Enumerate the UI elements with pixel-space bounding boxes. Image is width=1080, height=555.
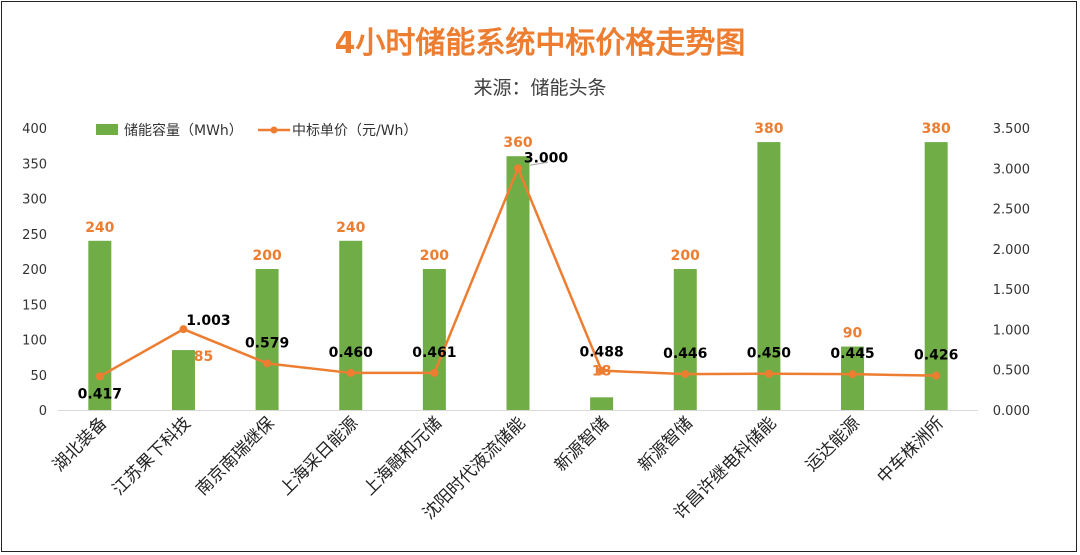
- y-right-tick-label: 1.000: [993, 323, 1030, 338]
- price-point: [346, 368, 355, 377]
- y-left-tick-label: 350: [22, 157, 47, 172]
- price-point: [848, 370, 857, 379]
- legend-line-label: 中标单价（元/Wh）: [292, 123, 417, 139]
- price-point: [263, 359, 272, 368]
- x-category-label: 南京南瑞继保: [192, 413, 278, 499]
- bar: [339, 240, 363, 410]
- price-point: [430, 368, 439, 377]
- x-category-label: 新源智储: [635, 413, 697, 475]
- bar-value-label: 380: [922, 121, 951, 137]
- bar-value-label: 200: [420, 248, 449, 264]
- price-value-label: 1.003: [186, 313, 230, 329]
- y-right-tick-label: 2.000: [993, 243, 1030, 258]
- bar-value-label: 200: [671, 248, 700, 264]
- price-value-label: 0.579: [245, 335, 289, 351]
- bar: [673, 269, 697, 410]
- legend-bar-label: 储能容量（MWh）: [124, 122, 243, 139]
- price-point: [95, 372, 104, 381]
- bar: [924, 142, 948, 410]
- price-point: [764, 369, 773, 378]
- x-category-label: 上海采日能源: [276, 413, 362, 499]
- y-right-tick-label: 1.500: [993, 283, 1030, 298]
- x-category-label: 江苏果下科技: [109, 413, 195, 499]
- legend-line-marker: [270, 126, 278, 134]
- y-right-tick-label: 3.000: [993, 162, 1030, 177]
- label-leader-line: [529, 161, 549, 166]
- price-value-label: 0.445: [830, 346, 874, 362]
- price-value-label: 3.000: [524, 150, 569, 166]
- price-value-label: 0.450: [747, 346, 792, 362]
- price-value-label: 0.446: [663, 346, 707, 362]
- bar-value-label: 240: [85, 220, 114, 236]
- bar-value-label: 85: [194, 349, 213, 365]
- y-left-tick-label: 0: [39, 404, 47, 419]
- bar-value-label: 360: [503, 135, 532, 151]
- price-point: [179, 325, 188, 334]
- y-left-tick-label: 100: [22, 334, 47, 349]
- bar: [422, 269, 446, 410]
- x-category-label: 上海融和元储: [360, 413, 446, 499]
- price-value-label: 0.426: [914, 348, 958, 364]
- chart-title: 4小时储能系统中标价格走势图: [334, 26, 746, 61]
- bar-value-label: 18: [592, 363, 611, 379]
- y-right-tick-label: 0.000: [993, 404, 1030, 419]
- y-left-tick-label: 250: [22, 228, 47, 243]
- legend-bar-swatch: [96, 124, 118, 135]
- y-left-tick-label: 50: [30, 369, 47, 384]
- x-category-label: 新源智储: [551, 413, 613, 475]
- y-left-tick-label: 150: [22, 298, 47, 313]
- bar: [88, 240, 112, 410]
- price-point: [597, 366, 606, 375]
- y-left-tick-label: 400: [22, 122, 47, 137]
- bar-value-label: 380: [754, 121, 783, 137]
- bar: [757, 142, 781, 410]
- y-right-tick-label: 0.500: [993, 364, 1030, 379]
- bar-value-label: 90: [843, 326, 863, 342]
- price-point: [514, 164, 522, 173]
- y-left-tick-label: 300: [22, 193, 47, 208]
- chart-subtitle: 来源：储能头条: [473, 77, 607, 99]
- bar: [255, 269, 279, 410]
- legend: 储能容量（MWh） 中标单价（元/Wh）: [96, 122, 417, 139]
- bar-value-label: 200: [252, 248, 281, 264]
- price-value-label: 0.488: [579, 345, 623, 361]
- bar: [171, 350, 195, 410]
- bar: [841, 346, 865, 410]
- y-right-tick-label: 3.500: [993, 122, 1030, 137]
- x-category-label: 中车株洲所: [873, 413, 947, 487]
- y-left-tick-label: 200: [22, 263, 47, 278]
- bar-value-label: 240: [336, 220, 365, 236]
- bar: [506, 156, 530, 410]
- price-point: [932, 371, 941, 380]
- x-category-label: 运达能源: [802, 413, 864, 475]
- price-value-label: 0.461: [412, 345, 456, 361]
- price-point: [681, 370, 690, 379]
- price-value-label: 0.417: [78, 386, 122, 402]
- bar: [590, 397, 614, 410]
- y-right-tick-label: 2.500: [993, 203, 1030, 218]
- price-value-label: 0.460: [329, 345, 374, 361]
- x-category-label: 湖北装备: [49, 413, 111, 475]
